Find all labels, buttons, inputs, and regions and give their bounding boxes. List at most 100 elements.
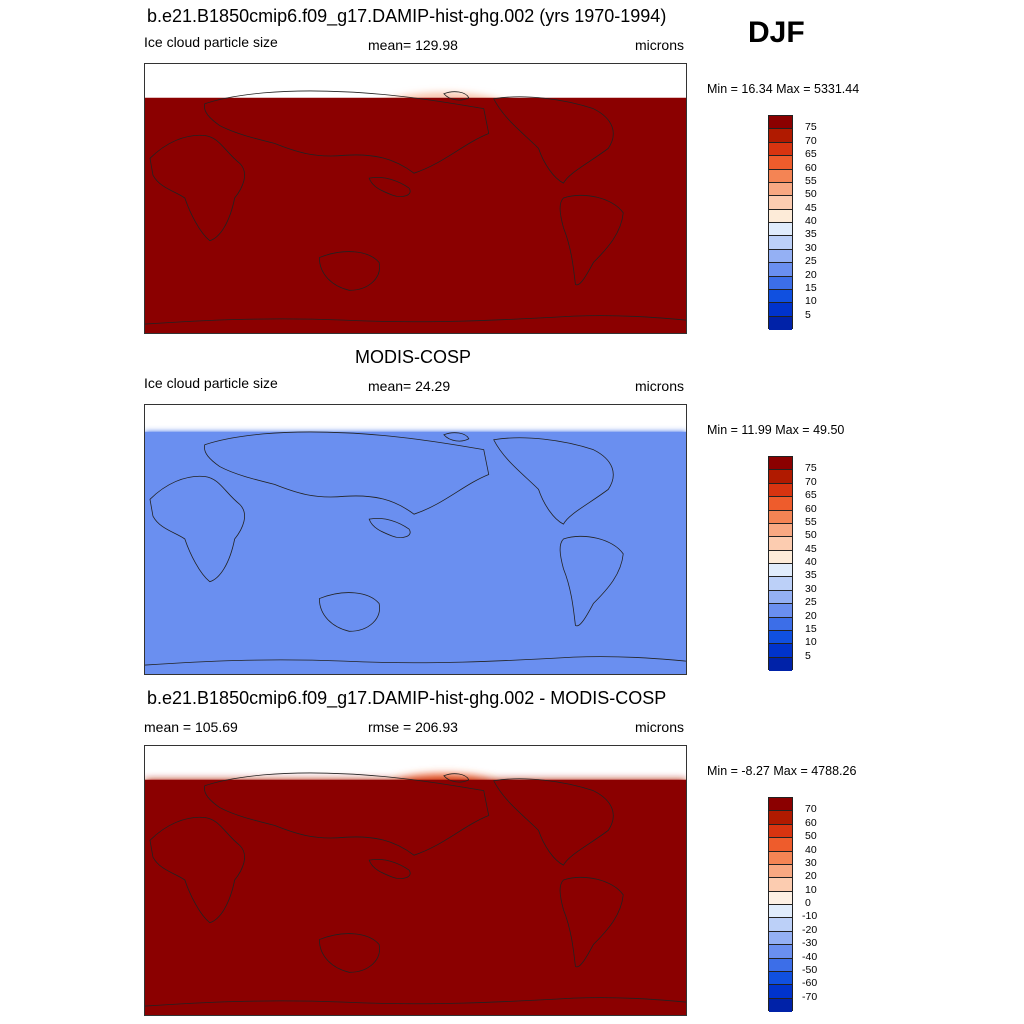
colorbar-swatch [769, 497, 792, 511]
mean-label: mean= 129.98 [368, 37, 458, 53]
colorbar-swatch [769, 156, 792, 170]
colorbar-tick-label: 20 [805, 870, 817, 883]
colorbar-swatch [769, 249, 792, 264]
colorbar-tick-label: -60 [802, 977, 818, 990]
colorbar-tick-label: 75 [805, 462, 817, 475]
colorbar-swatch [769, 182, 792, 197]
colorbar-swatch [769, 196, 792, 210]
panel-title: b.e21.B1850cmip6.f09_g17.DAMIP-hist-ghg.… [147, 6, 667, 26]
colorbar-tick-label: 70 [805, 475, 817, 488]
units-label: microns [635, 378, 685, 394]
colorbar-tick-label: 40 [805, 556, 817, 568]
colorbar-swatch [769, 604, 792, 618]
colorbar-swatch [769, 316, 792, 330]
colorbar-tick-label: -30 [802, 937, 818, 950]
map-observation [144, 404, 687, 675]
mean-label: mean = 105.69 [144, 719, 238, 735]
colorbar [768, 115, 793, 330]
colorbar-swatch [769, 116, 792, 130]
colorbar-swatch [769, 523, 792, 538]
colorbar-tick-label: 20 [805, 268, 817, 281]
colorbar-tick-label: 45 [805, 542, 817, 555]
colorbar-tick-label: 70 [805, 134, 817, 147]
colorbar-swatch [769, 236, 792, 250]
colorbar-swatch [769, 630, 792, 645]
colorbar-tick-label: 5 [805, 649, 811, 662]
colorbar-tick-label: 55 [805, 515, 817, 528]
colorbar [768, 456, 793, 671]
colorbar-tick-label: 15 [805, 281, 817, 294]
colorbar-tick-label: -50 [802, 963, 818, 976]
colorbar-swatch [769, 550, 792, 564]
colorbar-swatch [769, 851, 792, 865]
colorbar-swatch [769, 209, 792, 223]
colorbar-swatch [769, 263, 792, 277]
map-model [144, 63, 687, 334]
colorbar-tick-label: 15 [805, 622, 817, 635]
colorbar-tick-label: 75 [805, 121, 817, 134]
colorbar-swatch [769, 878, 792, 892]
colorbar-swatch [769, 537, 792, 551]
colorbar-tick-label: 60 [805, 816, 817, 829]
colorbar-tick-label: -10 [802, 910, 818, 923]
colorbar-swatch [769, 971, 792, 986]
colorbar-swatch [769, 864, 792, 879]
colorbar-tick-label: 60 [805, 161, 817, 174]
colorbar-swatch [769, 657, 792, 671]
colorbar-tick-label: -70 [802, 990, 818, 1003]
colorbar-tick-label: 30 [805, 856, 817, 869]
colorbar-swatch [769, 223, 792, 237]
colorbar-swatch [769, 142, 792, 157]
colorbar-tick-label: 70 [805, 803, 817, 816]
colorbar-swatch [769, 289, 792, 304]
season-label: DJF [748, 16, 805, 49]
panel-title: MODIS-COSP [355, 347, 472, 367]
colorbar-swatch [769, 798, 792, 812]
colorbar-swatch [769, 998, 792, 1012]
colorbar-tick-label: -20 [802, 923, 818, 936]
colorbar-swatch [769, 891, 792, 905]
colorbar-tick-label: 45 [805, 201, 817, 214]
colorbar-tick-label: -40 [802, 950, 818, 963]
field-background [145, 431, 686, 674]
colorbar-swatch [769, 644, 792, 658]
colorbar-swatch [769, 958, 792, 972]
colorbar-swatch [769, 510, 792, 524]
colorbar-tick-label: 10 [805, 636, 817, 649]
colorbar-swatch [769, 564, 792, 578]
colorbar-tick-label: 10 [805, 295, 817, 308]
colorbar-tick-label: 65 [805, 489, 817, 502]
colorbar-swatch [769, 577, 792, 591]
colorbar-swatch [769, 276, 792, 290]
colorbar-swatch [769, 470, 792, 484]
colorbar-swatch [769, 457, 792, 471]
colorbar-swatch [769, 811, 792, 825]
colorbar-swatch [769, 483, 792, 498]
map-difference [144, 745, 687, 1016]
colorbar-swatch [769, 129, 792, 143]
colorbar-tick-label: 40 [805, 215, 817, 227]
colorbar-swatch [769, 945, 792, 959]
colorbar-tick-label: 30 [805, 241, 817, 254]
colorbar-tick-label: 20 [805, 609, 817, 622]
min-max-label: Min = -8.27 Max = 4788.26 [707, 764, 857, 778]
colorbar-swatch [769, 905, 792, 919]
colorbar-tick-label: 55 [805, 174, 817, 187]
colorbar [768, 797, 793, 1012]
colorbar-tick-label: 40 [805, 843, 817, 856]
colorbar-tick-label: 35 [805, 228, 817, 241]
colorbar-tick-label: 65 [805, 148, 817, 161]
colorbar-tick-label: 50 [805, 188, 817, 201]
mean-label: mean= 24.29 [368, 378, 451, 394]
colorbar-swatch [769, 617, 792, 631]
colorbar-tick-label: 50 [805, 529, 817, 542]
colorbar-tick-label: 5 [805, 308, 811, 321]
colorbar-swatch [769, 169, 792, 183]
field-background [145, 779, 686, 1015]
units-label: microns [635, 37, 685, 53]
colorbar-tick-label: 25 [805, 596, 817, 609]
variable-label: Ice cloud particle size [144, 34, 278, 50]
colorbar-tick-label: 30 [805, 582, 817, 595]
colorbar-swatch [769, 918, 792, 932]
field-background [145, 97, 686, 333]
